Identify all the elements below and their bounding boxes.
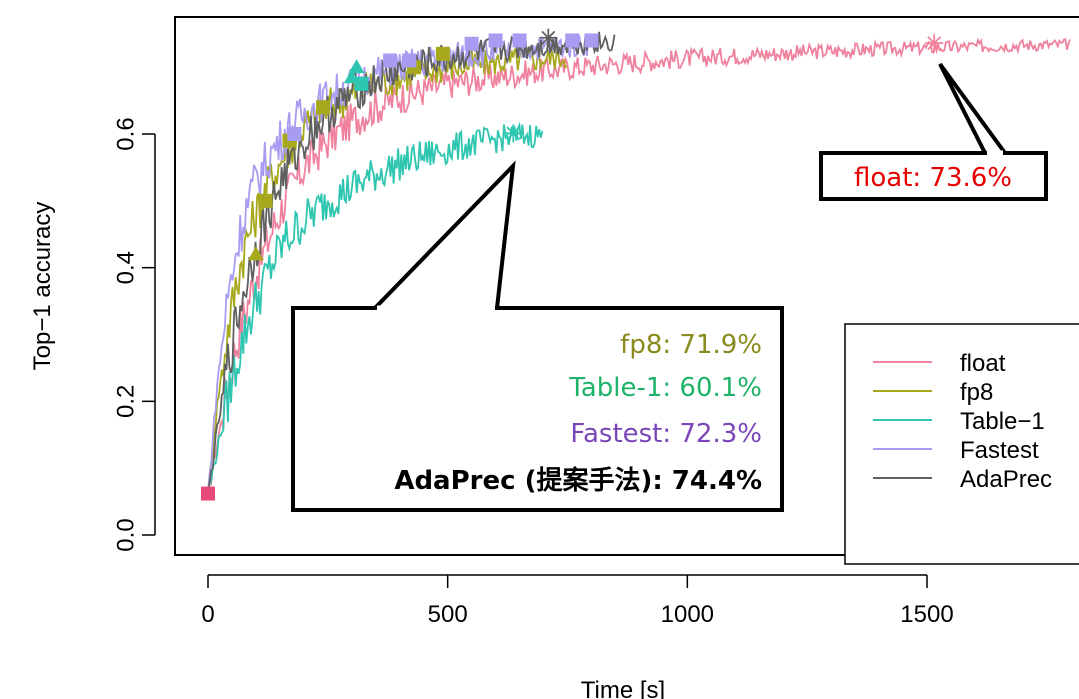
fastest-marker	[383, 53, 398, 68]
x-axis: 0 500 1000 1500	[201, 574, 954, 628]
fastest-marker	[565, 33, 580, 48]
legend-item: float	[873, 350, 1006, 377]
float-callout-box	[819, 151, 1048, 201]
fastest-marker	[464, 36, 479, 51]
results-callout-box	[291, 306, 784, 512]
y-tick-label: 0.6	[112, 117, 139, 150]
legend-item: Table−1	[873, 408, 1045, 435]
legend-label: Fastest	[960, 437, 1039, 464]
legend-box	[844, 323, 1079, 565]
final-marker-float	[925, 34, 944, 53]
legend-label: float	[960, 350, 1006, 377]
legend-label: fp8	[960, 379, 993, 406]
final-marker-adaprec	[539, 28, 558, 47]
fp8-marker	[258, 193, 273, 208]
fp8-marker	[316, 100, 331, 115]
fastest-marker	[488, 33, 503, 48]
plot-frame	[174, 16, 1079, 556]
float-callout-label: float: 73.6%	[854, 163, 1012, 193]
legend-item: Fastest	[873, 437, 1039, 464]
series-line-float	[207, 37, 1071, 490]
results-callout: fp8: 71.9% Table-1: 60.1% Fastest: 72.3%…	[291, 160, 784, 512]
y-tick-label: 0.2	[112, 385, 139, 418]
x-axis-label: Time [s]	[581, 677, 665, 699]
table1-marker	[348, 59, 365, 74]
fastest-marker	[584, 33, 599, 48]
y-tick-label: 0.0	[112, 518, 139, 551]
float-callout-pointer	[938, 62, 1007, 155]
legend-item: fp8	[873, 379, 993, 406]
fastest-result-label: Fastest: 72.3%	[570, 419, 762, 449]
table1-result-label: Table-1: 60.1%	[568, 373, 762, 403]
fastest-marker	[287, 127, 302, 141]
fp8-result-label: fp8: 71.9%	[620, 330, 762, 360]
x-tick-label: 1500	[900, 601, 953, 628]
fp8-marker	[435, 46, 450, 61]
fastest-marker	[402, 53, 417, 68]
series-line-table-1	[207, 121, 544, 497]
table1-marker	[354, 76, 369, 91]
x-tick-label: 500	[428, 601, 468, 628]
adaprec-result-label: AdaPrec (提案手法): 74.4%	[394, 465, 762, 496]
legend-label: Table−1	[960, 408, 1045, 435]
marker-layer	[201, 28, 944, 501]
x-tick-label: 1000	[661, 601, 714, 628]
fp8-marker	[247, 246, 264, 261]
legend-item: AdaPrec	[873, 466, 1052, 493]
fastest-marker	[512, 33, 527, 48]
x-tick-label: 0	[201, 601, 214, 628]
y-axis-label: Top−1 accuracy	[29, 202, 56, 371]
y-axis: 0.0 0.2 0.4 0.6	[112, 117, 156, 552]
results-callout-pointer	[373, 160, 516, 310]
float-callout: float: 73.6%	[819, 62, 1048, 201]
start-marker	[201, 486, 215, 501]
final-marker-table-1	[504, 124, 523, 143]
y-tick-label: 0.4	[112, 251, 139, 284]
legend-label: AdaPrec	[960, 466, 1052, 493]
